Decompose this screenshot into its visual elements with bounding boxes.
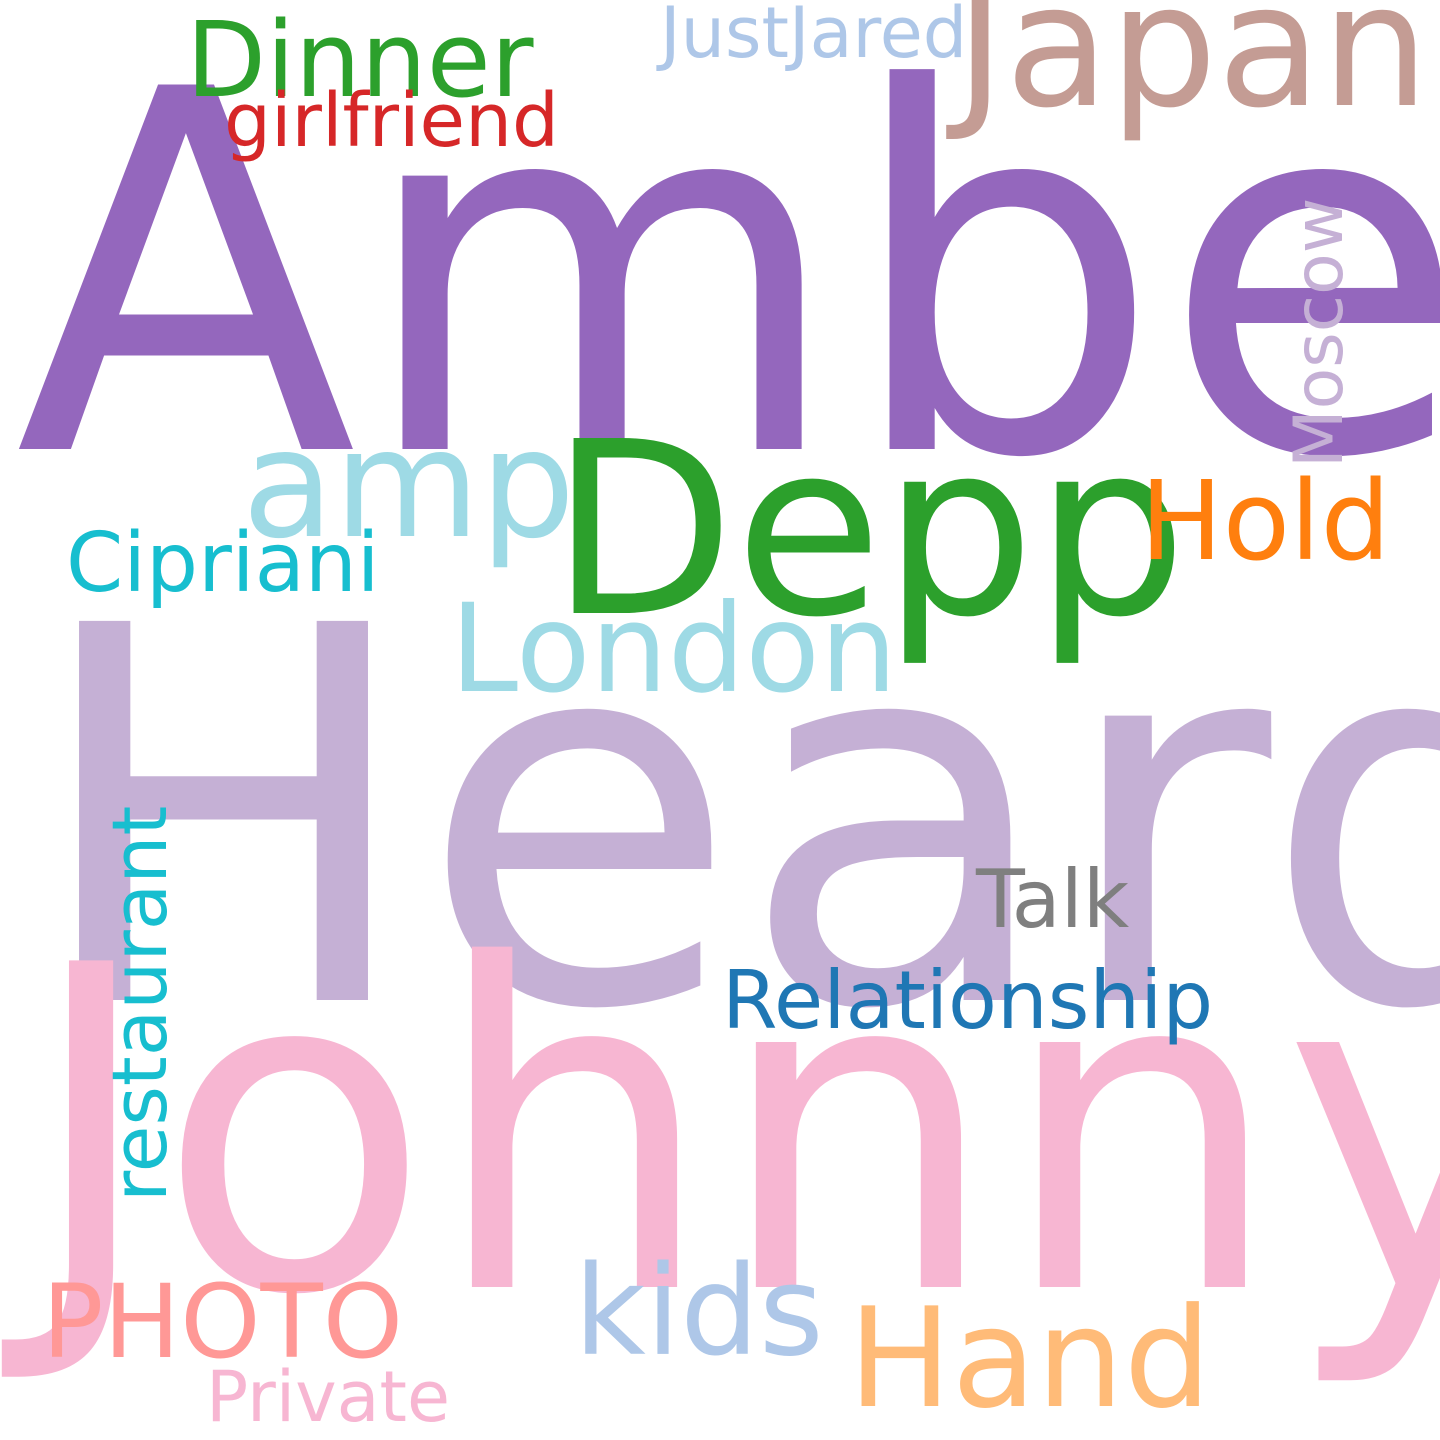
- word-london: London: [450, 578, 898, 720]
- word-relationship: Relationship: [722, 954, 1214, 1047]
- word-dinner: Dinner: [186, 0, 534, 121]
- word-cipriani: Cipriani: [66, 516, 380, 611]
- word-depp: Depp: [550, 390, 1188, 670]
- word-japan: Japan: [955, 0, 1430, 146]
- word-hold: Hold: [1140, 457, 1391, 585]
- word-heard: Heard: [28, 517, 1440, 1123]
- word-amber: Amber: [15, 0, 1440, 567]
- word-private: Private: [206, 1356, 451, 1438]
- word-talk: Talk: [976, 853, 1130, 946]
- word-moscow: Moscow: [1280, 197, 1359, 468]
- word-kids: kids: [574, 1240, 824, 1384]
- word-hand: Hand: [848, 1278, 1212, 1439]
- word-johnny: Johnny: [25, 871, 1440, 1393]
- word-photo: PHOTO: [42, 1263, 404, 1382]
- word-justjared: JustJared: [660, 0, 968, 74]
- word-restaurant: restaurant: [95, 805, 184, 1202]
- word-girlfriend: girlfriend: [224, 78, 559, 164]
- word-amp: amp: [242, 398, 576, 572]
